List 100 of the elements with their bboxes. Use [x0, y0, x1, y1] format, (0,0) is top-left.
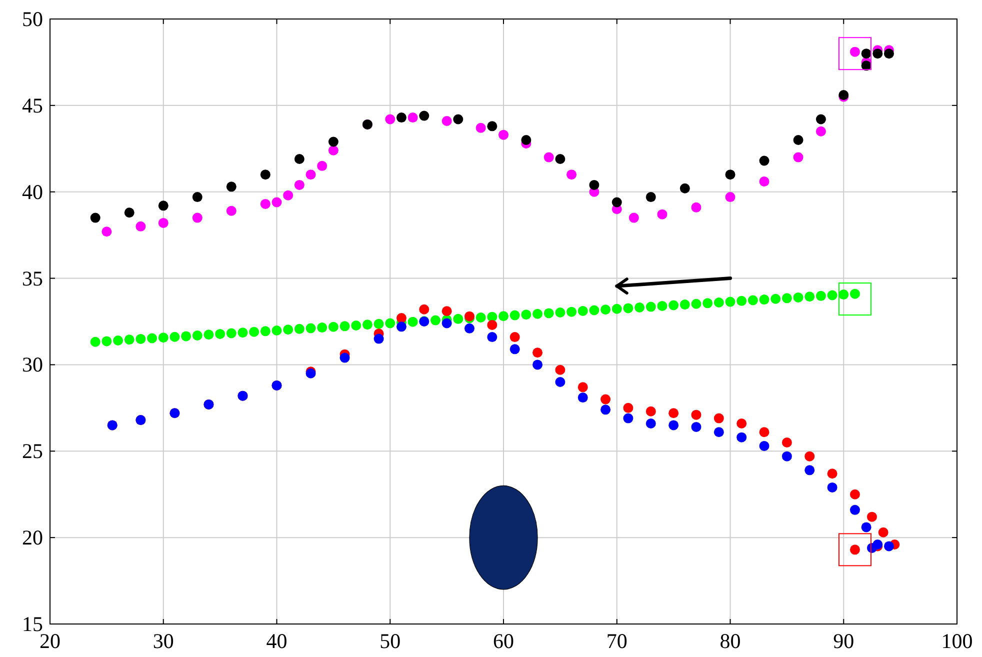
point [294, 154, 304, 164]
point [578, 392, 588, 403]
point [442, 318, 452, 328]
point [566, 170, 577, 180]
point [628, 212, 639, 223]
point [861, 48, 872, 59]
point [623, 402, 634, 413]
y-tick-label: 20 [22, 526, 43, 550]
y-tick-label: 50 [22, 7, 43, 31]
point [555, 377, 566, 387]
point [793, 152, 804, 162]
point [487, 121, 498, 132]
point [396, 112, 406, 123]
point [600, 404, 611, 415]
y-tick-label: 40 [22, 180, 43, 204]
x-tick-label: 30 [152, 629, 174, 653]
y-tick-label: 35 [22, 266, 43, 290]
point [884, 541, 894, 552]
point [804, 465, 815, 476]
y-tick-label: 25 [22, 439, 43, 464]
point [714, 427, 724, 438]
point [487, 332, 498, 342]
point [804, 451, 815, 462]
point [657, 209, 668, 220]
point [260, 170, 270, 180]
point [827, 468, 838, 479]
point [850, 504, 860, 515]
point [396, 313, 406, 324]
point [691, 410, 702, 420]
point [816, 126, 826, 136]
point [782, 438, 792, 448]
point [283, 190, 294, 200]
point [759, 427, 770, 438]
x-tick-label: 50 [380, 629, 401, 653]
point [226, 182, 236, 192]
point [827, 482, 838, 492]
point [532, 348, 543, 358]
x-tick-label: 90 [833, 629, 854, 653]
point [385, 114, 396, 124]
point [498, 130, 508, 140]
point [691, 202, 702, 212]
point [646, 192, 656, 202]
point [396, 322, 406, 332]
point [532, 360, 543, 370]
point [419, 110, 430, 121]
point [442, 116, 452, 126]
point [374, 334, 384, 344]
point [555, 154, 566, 164]
point [328, 136, 338, 147]
point [782, 451, 792, 462]
point [317, 160, 328, 171]
x-tick-label: 100 [941, 629, 973, 653]
point [476, 122, 486, 133]
point [90, 212, 100, 223]
point [192, 212, 202, 223]
point [226, 206, 236, 216]
point [419, 304, 430, 314]
point [294, 180, 304, 190]
point [510, 344, 520, 354]
point [793, 135, 804, 145]
point [102, 226, 112, 237]
point [759, 440, 770, 451]
point [872, 48, 883, 59]
point [816, 114, 826, 124]
x-tick-label: 80 [720, 629, 741, 653]
point [158, 218, 168, 228]
point [668, 408, 679, 418]
x-tick-label: 70 [606, 629, 628, 653]
point [487, 320, 498, 330]
point [464, 323, 474, 334]
y-tick-label: 30 [22, 352, 43, 377]
point [725, 170, 736, 180]
point [623, 413, 634, 424]
point [340, 352, 350, 363]
point [124, 208, 134, 218]
point [453, 114, 464, 124]
point [646, 406, 656, 416]
point [442, 306, 452, 316]
point [612, 197, 622, 208]
point [192, 192, 202, 202]
point [878, 527, 888, 538]
point [589, 180, 600, 190]
point [555, 364, 566, 375]
point [866, 512, 877, 522]
point [736, 432, 747, 442]
point [759, 176, 770, 186]
point [850, 489, 860, 500]
point [680, 183, 690, 194]
point [578, 382, 588, 392]
point [510, 332, 520, 342]
y-tick-label: 45 [22, 93, 43, 118]
point [691, 422, 702, 432]
point [884, 48, 894, 59]
point [600, 394, 611, 404]
point [272, 197, 282, 208]
point [328, 145, 338, 156]
point [725, 192, 736, 202]
point [158, 200, 168, 211]
point [861, 522, 872, 532]
point [668, 420, 679, 430]
